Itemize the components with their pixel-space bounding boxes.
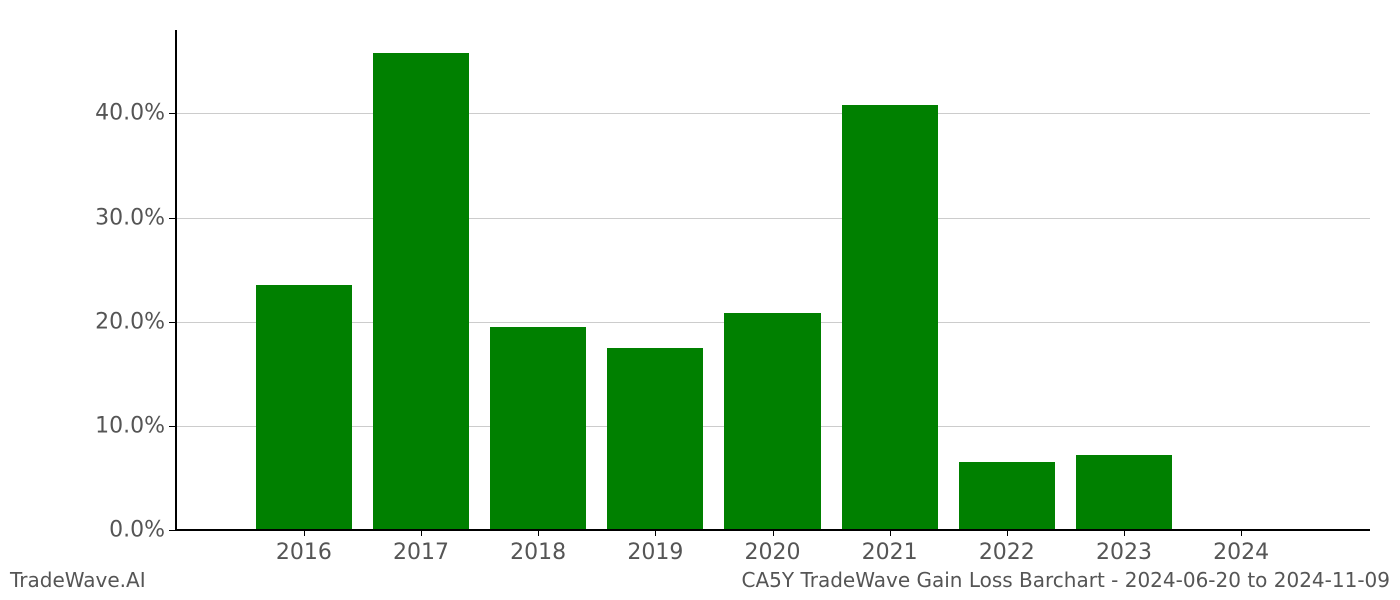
footer-right-label: CA5Y TradeWave Gain Loss Barchart - 2024… — [742, 568, 1390, 592]
x-tick-label: 2024 — [1213, 540, 1269, 565]
x-tick-label: 2017 — [393, 540, 449, 565]
x-tick-label: 2023 — [1096, 540, 1152, 565]
y-tick-label: 40.0% — [95, 101, 165, 126]
y-axis-line — [175, 30, 177, 530]
plot-area: 0.0%10.0%20.0%30.0%40.0%2016201720182019… — [175, 30, 1370, 530]
gridline — [175, 113, 1370, 114]
y-tick-label: 10.0% — [95, 413, 165, 438]
bar — [842, 105, 938, 530]
x-tick-mark — [1124, 530, 1125, 536]
bar — [256, 285, 352, 530]
bar — [959, 462, 1055, 530]
y-tick-label: 0.0% — [109, 518, 165, 543]
chart-container: 0.0% 10.0% 20.0% 30.0% 40.0% 2016 2017 2018 2019… — [0, 0, 1400, 600]
x-tick-mark — [890, 530, 891, 536]
x-tick-label: 2020 — [745, 540, 801, 565]
x-tick-label: 2022 — [979, 540, 1035, 565]
bar — [724, 313, 820, 530]
bar — [373, 53, 469, 530]
footer-left-label: TradeWave.AI — [10, 568, 146, 592]
y-tick-label: 30.0% — [95, 205, 165, 230]
bar — [490, 327, 586, 530]
bar — [607, 348, 703, 530]
x-tick-label: 2016 — [276, 540, 332, 565]
x-tick-mark — [1241, 530, 1242, 536]
x-tick-mark — [1007, 530, 1008, 536]
x-tick-mark — [773, 530, 774, 536]
x-tick-mark — [538, 530, 539, 536]
x-tick-mark — [304, 530, 305, 536]
x-tick-label: 2018 — [510, 540, 566, 565]
x-axis-line — [175, 529, 1370, 531]
gridline — [175, 218, 1370, 219]
bar — [1076, 455, 1172, 530]
x-tick-mark — [655, 530, 656, 536]
x-tick-mark — [421, 530, 422, 536]
x-tick-label: 2019 — [627, 540, 683, 565]
y-tick-label: 20.0% — [95, 309, 165, 334]
x-tick-label: 2021 — [862, 540, 918, 565]
